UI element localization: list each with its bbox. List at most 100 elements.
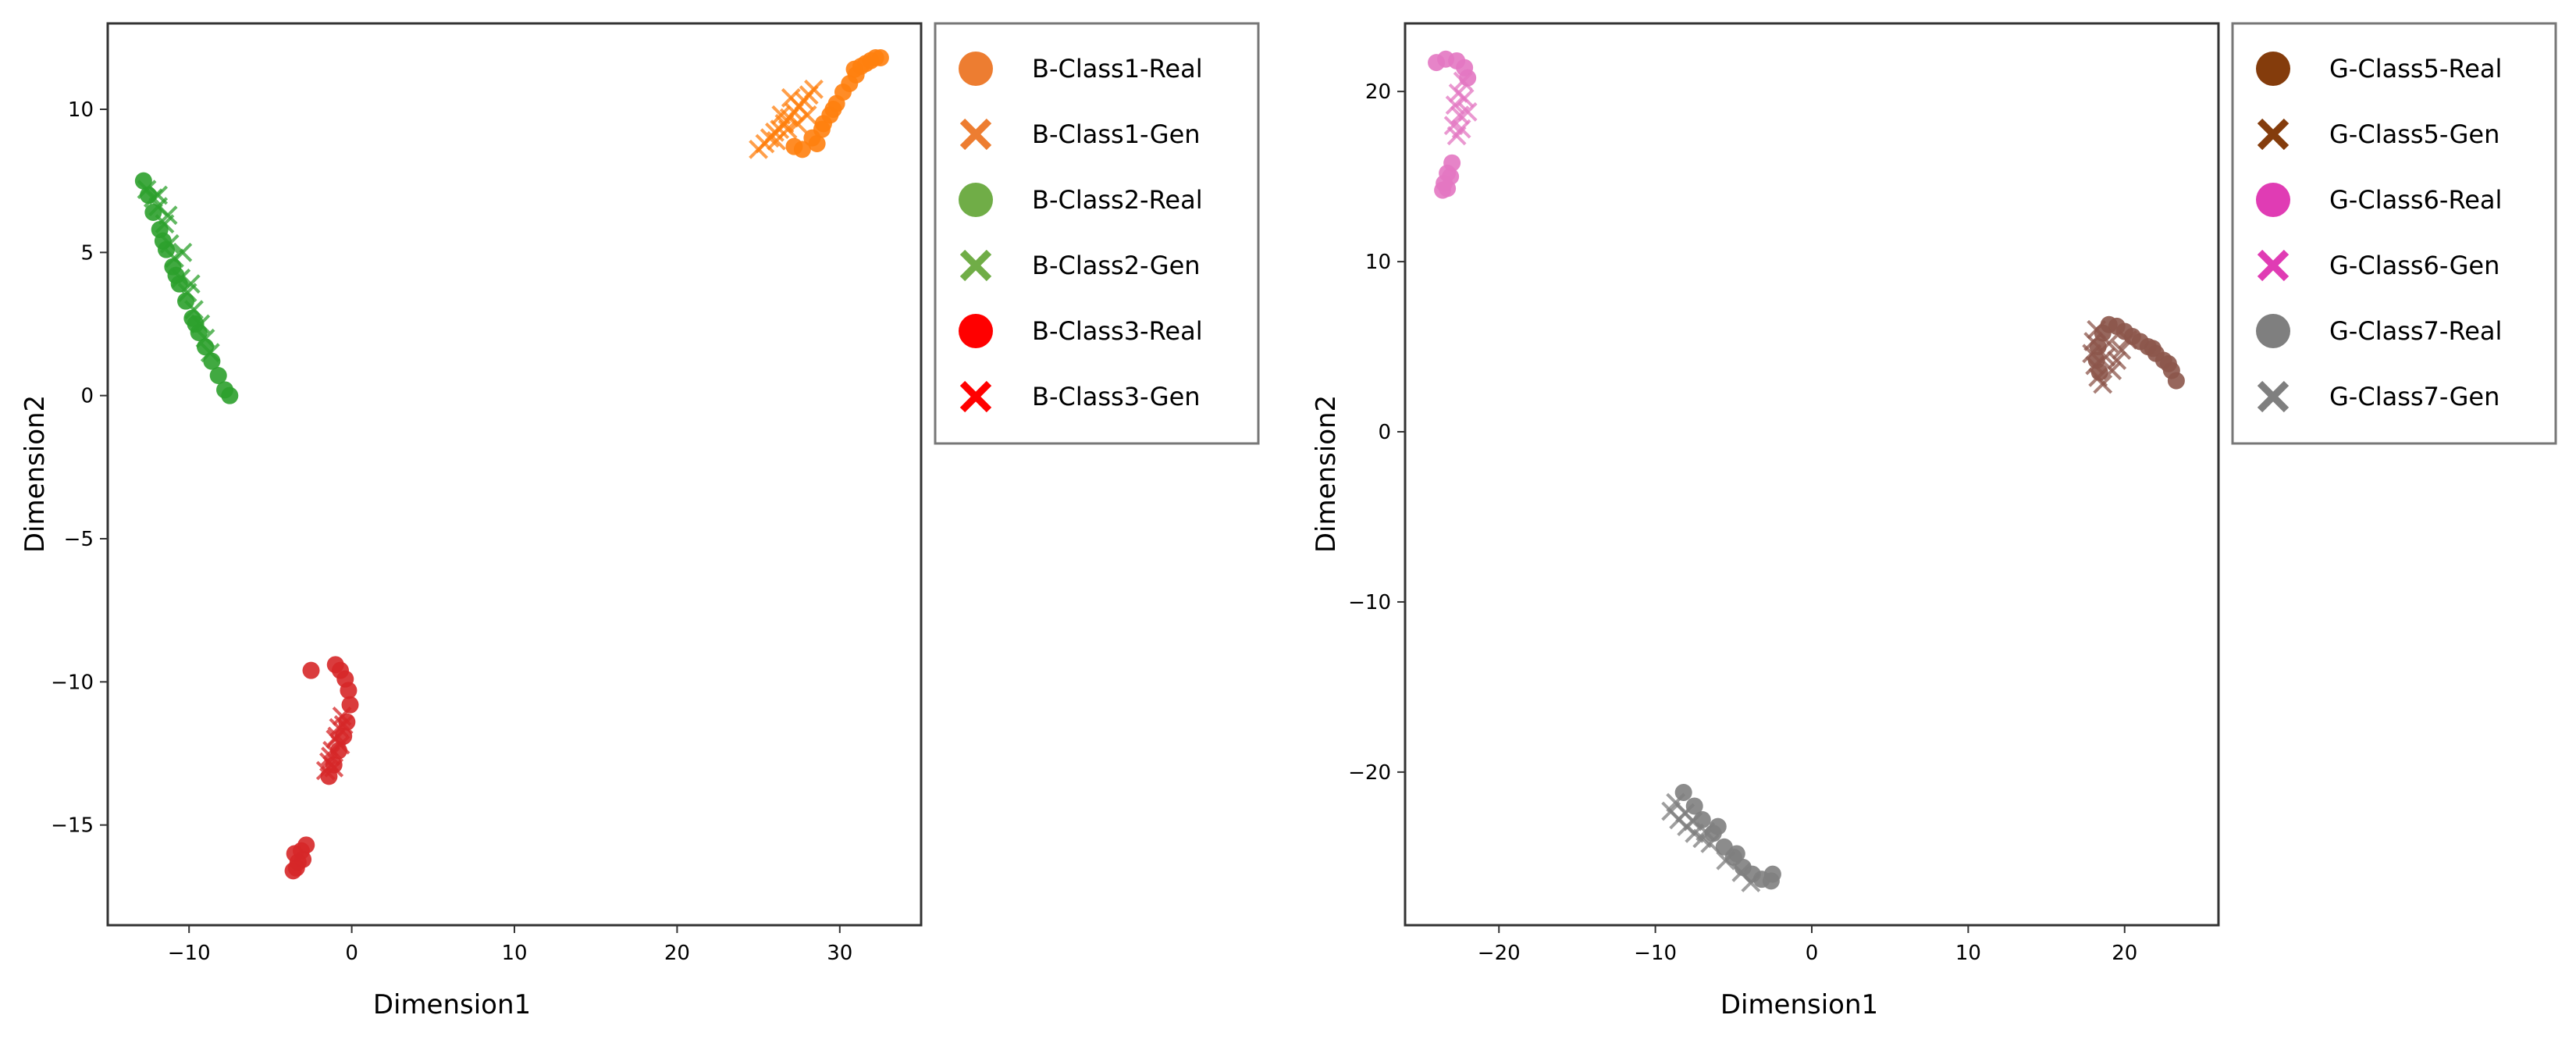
x-tick-label: 20 (2112, 942, 2137, 965)
right-y-axis-title: Dimension2 (1311, 395, 1342, 553)
right-legend-box (2231, 22, 2557, 445)
legend-label: B-Class2-Real (1032, 185, 1203, 215)
data-point (771, 105, 792, 125)
data-point (1674, 784, 1692, 802)
x-tick-label: −10 (168, 942, 211, 965)
x-tick-label: −20 (1478, 942, 1521, 965)
data-point (2085, 355, 2105, 376)
legend-label: G-Class6-Real (2329, 185, 2502, 215)
legend-marker (959, 118, 992, 151)
data-point (2144, 340, 2161, 358)
data-point (1453, 71, 1473, 91)
left-data-points (134, 49, 889, 880)
data-point (324, 757, 344, 778)
legend-marker (2257, 380, 2290, 413)
left-plot-frame (106, 22, 923, 927)
x-tick-label: 20 (664, 942, 690, 965)
y-tick-label: 0 (1378, 421, 1391, 444)
data-point (1727, 845, 1745, 863)
data-point (154, 232, 172, 250)
y-tick-label: 20 (1365, 80, 1391, 104)
data-point (297, 836, 315, 854)
legend-label: B-Class1-Gen (1032, 119, 1201, 149)
x-tick-label: −10 (1634, 942, 1677, 965)
legend-marker (959, 183, 993, 217)
data-point (781, 87, 801, 108)
data-point (2167, 372, 2185, 390)
legend-label: G-Class7-Gen (2329, 382, 2500, 411)
x-tick-label: 0 (1806, 942, 1819, 965)
legend-marker (2256, 314, 2290, 348)
data-point (1685, 797, 1703, 815)
data-point (209, 367, 227, 384)
right-data-points (1428, 50, 2185, 892)
y-tick-label: −5 (64, 528, 94, 551)
legend-label: B-Class3-Real (1032, 316, 1203, 346)
data-point (871, 49, 889, 66)
legend-marker (2256, 52, 2290, 86)
data-point (797, 105, 817, 125)
data-point (2102, 361, 2122, 380)
data-point (804, 79, 824, 99)
data-point (1442, 168, 1460, 186)
data-point (1451, 119, 1471, 139)
data-point (1741, 873, 1761, 892)
data-point (294, 850, 312, 868)
data-point (1716, 850, 1736, 871)
data-point (221, 386, 239, 404)
data-point (2093, 374, 2113, 394)
legend-label: G-Class7-Real (2329, 316, 2502, 346)
data-point (171, 268, 191, 288)
data-point (1683, 811, 1703, 832)
right-scatter-panel: −20 −10 0 10 20 20 10 0 −10 −20 Dimension1 Dimens… (1311, 22, 2557, 1020)
data-point (1445, 95, 1465, 116)
y-tick-label: −20 (1348, 761, 1391, 785)
data-point (341, 696, 359, 714)
data-point (148, 185, 169, 205)
data-point (195, 328, 215, 348)
y-tick-label: 10 (68, 98, 94, 122)
data-point (322, 740, 343, 760)
y-tick-label: 0 (80, 385, 94, 408)
data-point (180, 274, 201, 294)
left-x-axis-title: Dimension1 (373, 989, 531, 1020)
legend-marker (2257, 118, 2290, 151)
data-point (777, 119, 798, 140)
legend-marker (2256, 183, 2290, 217)
data-point (330, 735, 350, 755)
legend-label: B-Class1-Real (1032, 54, 1203, 84)
data-point (173, 242, 193, 262)
data-point (793, 141, 811, 158)
legend-marker (959, 314, 993, 348)
data-point (340, 682, 358, 700)
data-point (200, 343, 220, 363)
data-point (184, 300, 204, 320)
right-plot-frame (1404, 22, 2220, 927)
y-tick-label: 5 (80, 241, 94, 265)
data-point (2082, 344, 2102, 364)
data-point (159, 233, 180, 254)
data-point (1763, 865, 1781, 883)
legend-label: B-Class3-Gen (1032, 382, 1201, 411)
data-point (302, 661, 320, 679)
left-legend: B-Class1-Real B-Class1-Gen B-Class2-Real B-… (934, 22, 1260, 445)
legend-label: G-Class6-Gen (2329, 251, 2500, 280)
data-point (2107, 351, 2127, 370)
legend-marker (2257, 249, 2290, 282)
x-tick-label: 30 (827, 942, 852, 965)
left-axis-ticks: −10 0 10 20 30 10 5 0 −5 −10 −15 (51, 98, 852, 965)
legend-label: G-Class5-Gen (2329, 119, 2500, 149)
data-point (2159, 354, 2177, 372)
data-point (824, 101, 842, 118)
x-tick-label: 10 (1955, 942, 1981, 965)
right-legend: G-Class5-Real G-Class5-Gen G-Class6-Real G-… (2231, 22, 2557, 445)
data-point (845, 60, 863, 78)
data-point (1457, 101, 1478, 122)
x-tick-label: 10 (501, 942, 527, 965)
data-point (1700, 833, 1720, 853)
right-axis-ticks: −20 −10 0 10 20 20 10 0 −10 −20 (1348, 80, 2137, 965)
data-point (808, 135, 826, 152)
data-point (1695, 821, 1716, 842)
left-y-axis-title: Dimension2 (20, 395, 51, 553)
data-point (333, 714, 354, 735)
